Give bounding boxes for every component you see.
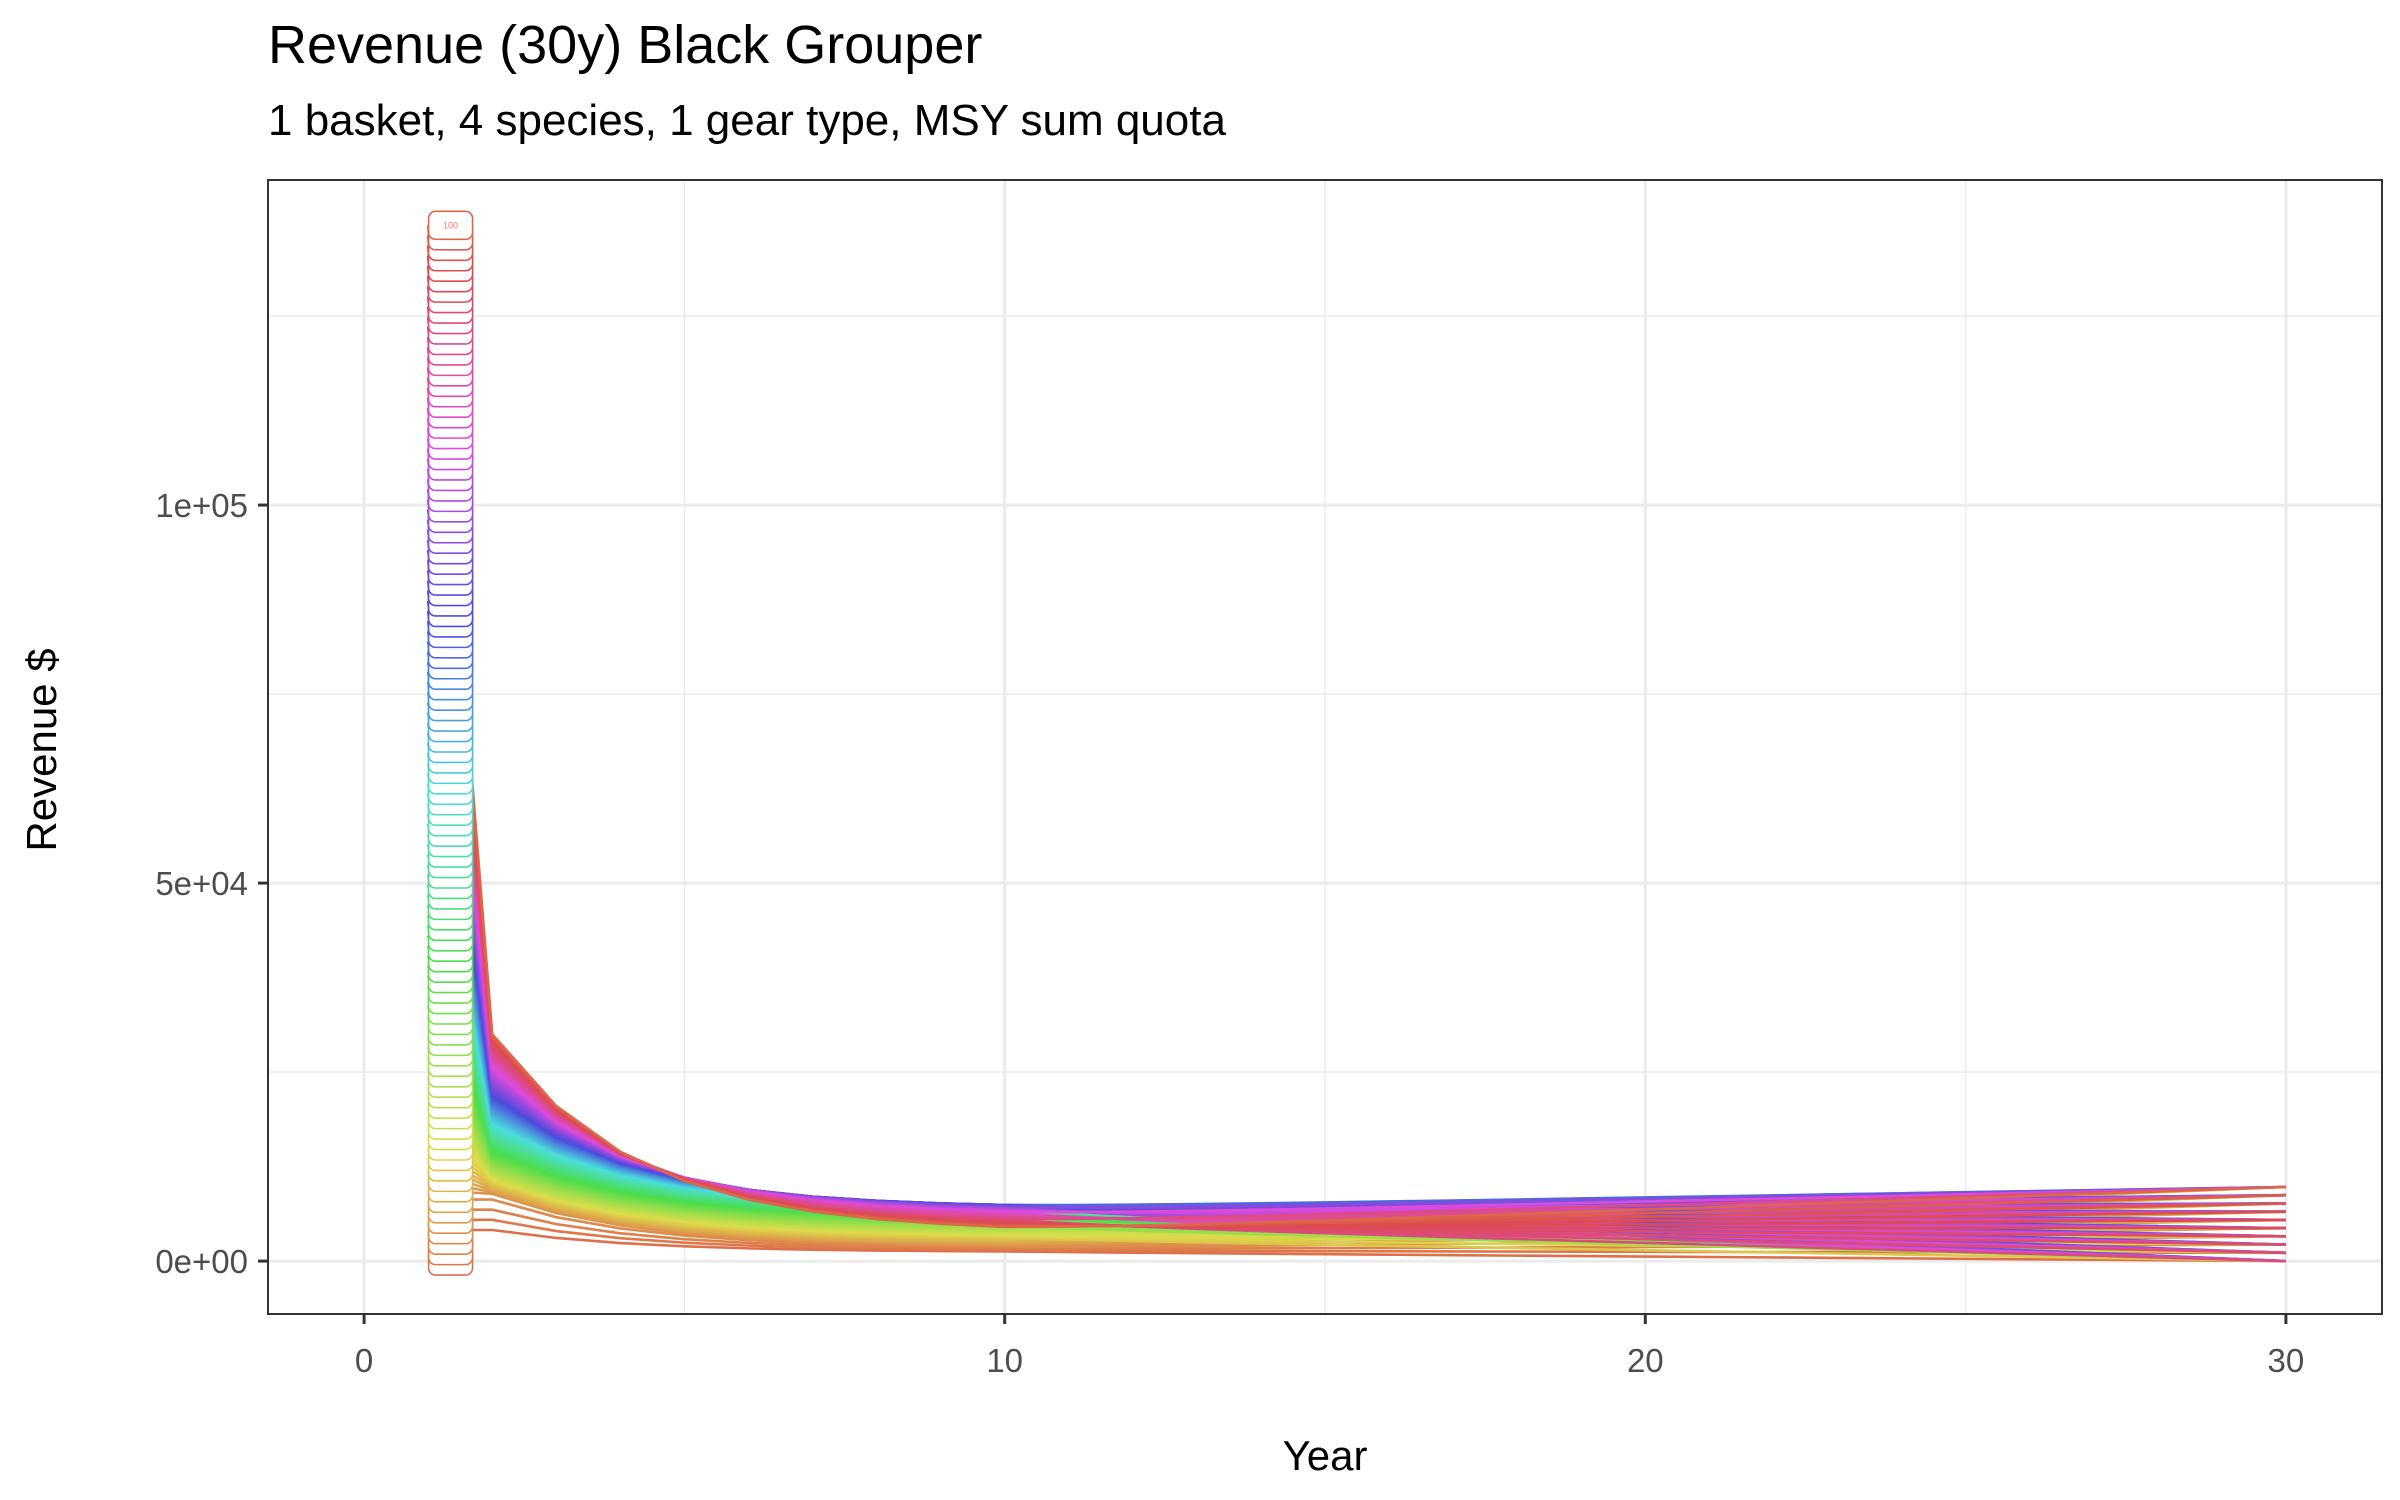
series-line xyxy=(426,458,2286,1215)
series-line xyxy=(426,864,2286,1215)
series-line xyxy=(426,499,2286,1246)
series-line xyxy=(428,1228,2286,1263)
series-line xyxy=(426,833,2286,1212)
series-label-text: 100 xyxy=(443,220,458,230)
series-line xyxy=(426,306,2286,1255)
series-line xyxy=(426,347,2286,1220)
panel-border xyxy=(267,179,2383,1315)
series-line xyxy=(426,509,2286,1255)
series-line xyxy=(426,539,2286,1209)
series-line xyxy=(426,945,2286,1220)
series-line xyxy=(426,357,2286,1221)
series-line xyxy=(426,600,2286,1246)
series-line xyxy=(426,712,2286,1255)
series-line xyxy=(426,387,2286,1238)
series-line xyxy=(426,489,2286,1238)
series-line xyxy=(426,255,2286,1228)
chart-title: Revenue (30y) Black Grouper xyxy=(268,15,983,75)
series-line xyxy=(426,580,2286,1230)
series-line xyxy=(426,478,2286,1230)
series-line xyxy=(426,762,2286,1213)
series-line xyxy=(426,955,2286,1221)
x-tick-label: 20 xyxy=(1627,1342,1664,1379)
series-line xyxy=(426,722,2286,1263)
grid-lines xyxy=(268,180,2382,1314)
x-tick-label: 30 xyxy=(2268,1342,2305,1379)
y-tick-label: 0e+00 xyxy=(155,1243,248,1280)
series-line xyxy=(426,641,2286,1207)
axes: 0 10 20 30 0e+00 5e+04 1e+05 xyxy=(155,487,2304,1379)
series-line xyxy=(426,590,2286,1238)
y-tick-label: 5e+04 xyxy=(155,865,248,902)
series-line xyxy=(426,570,2286,1222)
series-line xyxy=(426,651,2286,1208)
series-line xyxy=(426,935,2286,1219)
series-line xyxy=(426,732,2286,1208)
series-line xyxy=(426,397,2286,1246)
series-line xyxy=(426,529,2286,1209)
series-labels: 100 xyxy=(427,210,474,1276)
series-line xyxy=(426,620,2286,1263)
series-line xyxy=(426,773,2286,1222)
series-line xyxy=(426,407,2286,1255)
series-line xyxy=(426,702,2286,1246)
series-line xyxy=(426,519,2286,1263)
series-line xyxy=(426,296,2286,1246)
y-axis-title: Revenue $ xyxy=(18,648,65,851)
series-line xyxy=(426,235,2286,1228)
x-tick-label: 0 xyxy=(355,1342,373,1379)
series-line xyxy=(426,671,2286,1222)
x-tick-label: 10 xyxy=(986,1342,1023,1379)
series-line xyxy=(426,367,2286,1222)
series-line xyxy=(426,225,2286,1229)
series-line xyxy=(426,752,2286,1209)
x-axis-title: Year xyxy=(1283,1432,1368,1479)
series-line xyxy=(426,438,2286,1214)
series-line xyxy=(426,610,2286,1255)
series-line xyxy=(426,793,2286,1238)
series-line xyxy=(426,681,2286,1230)
series-line xyxy=(426,326,2286,1221)
series-line xyxy=(426,661,2286,1213)
series-line xyxy=(426,691,2286,1238)
series-line xyxy=(426,336,2286,1220)
series-line xyxy=(426,418,2286,1263)
series-line xyxy=(426,428,2286,1214)
series-line xyxy=(426,316,2286,1263)
series-line xyxy=(426,884,2286,1230)
series-line xyxy=(426,265,2286,1228)
series-line xyxy=(426,874,2286,1222)
series-line xyxy=(426,549,2286,1210)
series-line xyxy=(426,783,2286,1230)
series-line xyxy=(426,803,2286,1246)
series-line xyxy=(426,742,2286,1208)
series-line xyxy=(426,560,2286,1213)
y-tick-label: 1e+05 xyxy=(155,487,248,524)
series-line xyxy=(426,275,2286,1230)
series-line xyxy=(426,245,2286,1228)
series-lines xyxy=(426,225,2286,1263)
series-line xyxy=(426,854,2286,1213)
series-line xyxy=(426,844,2286,1213)
series-label-box xyxy=(427,210,474,241)
series-line xyxy=(426,631,2286,1207)
series-line xyxy=(426,448,2286,1214)
series-line xyxy=(426,468,2286,1222)
chart-subtitle: 1 basket, 4 species, 1 gear type, MSY su… xyxy=(268,96,1226,145)
series-line xyxy=(426,286,2286,1238)
